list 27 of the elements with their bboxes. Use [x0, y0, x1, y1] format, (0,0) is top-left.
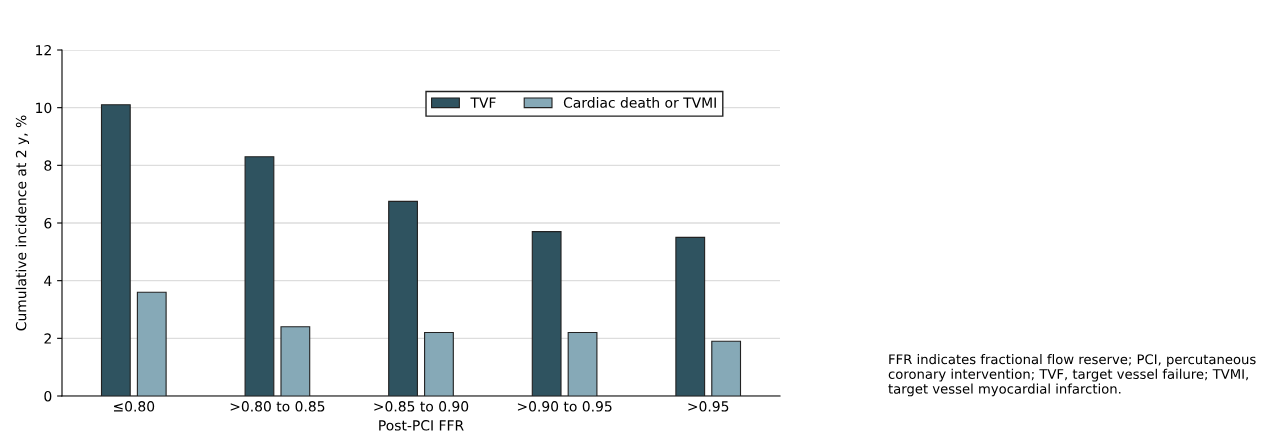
bar	[711, 340, 742, 396]
legend-label: Cardiac death or TVMI	[563, 97, 716, 108]
bar	[100, 104, 131, 396]
y-tick-label: 6	[44, 217, 52, 229]
y-tick-label: 12	[36, 44, 51, 56]
y-tick-label: 0	[44, 390, 52, 402]
bar	[244, 156, 275, 396]
bar	[280, 326, 311, 396]
bar	[388, 200, 418, 396]
y-tick-label: 2	[44, 333, 51, 344]
y-tick-label: 10	[36, 102, 52, 114]
x-tick-label: ≤0.80	[113, 401, 155, 412]
y-axis-title: Cumulative incidence at 2 y, %	[15, 115, 30, 331]
legend-label: TVF	[470, 97, 496, 108]
bar	[136, 291, 167, 396]
bar	[567, 332, 598, 396]
text: FFR indicates fractional flow reserve; PCI, percutaneous coronary intervention; TVF, target vessel failure; TVMI, target vessel myocardial infarction.	[888, 354, 1256, 397]
y-tick-label: 4	[44, 275, 52, 286]
x-tick-label: >0.80 to 0.85	[230, 401, 325, 412]
y-tick-label: 8	[44, 160, 52, 171]
bar	[424, 332, 454, 396]
x-tick-label: >0.90 to 0.95	[517, 401, 612, 412]
x-tick-label: >0.95	[688, 401, 729, 412]
x-axis-title: Post-PCI FFR	[379, 420, 464, 431]
bar	[675, 236, 706, 396]
x-tick-label: >0.85 to 0.90	[374, 401, 469, 412]
bar	[531, 231, 562, 396]
